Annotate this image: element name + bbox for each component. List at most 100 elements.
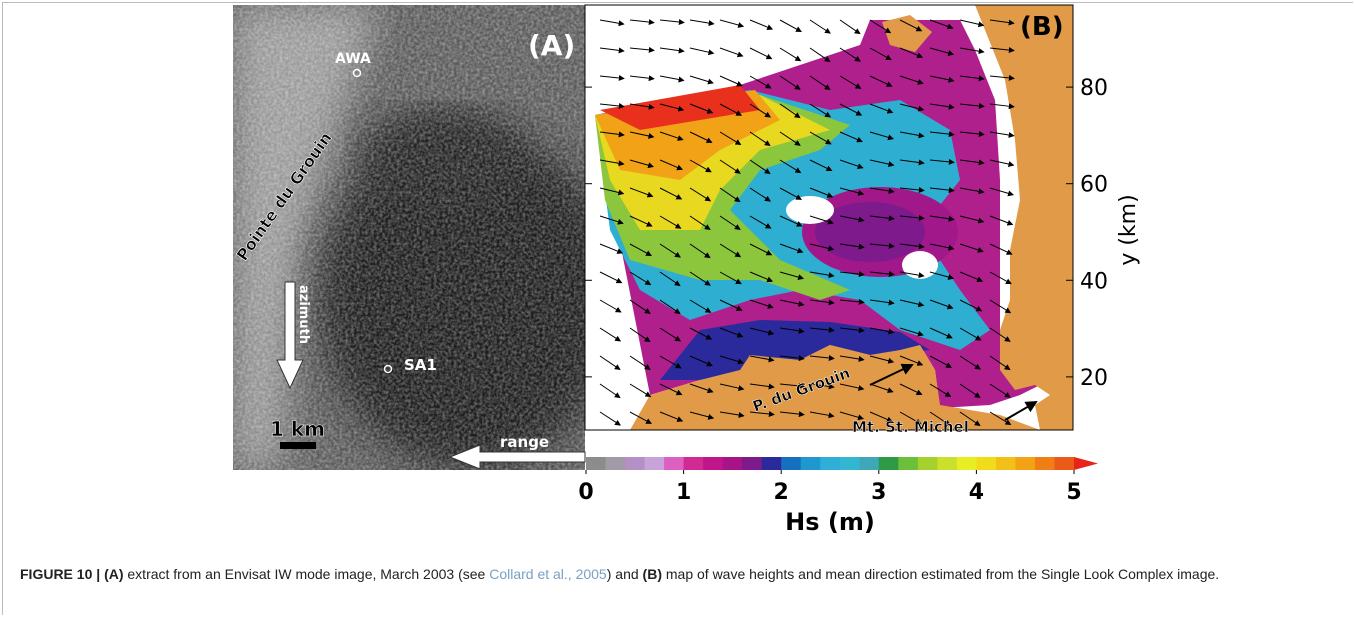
arrow	[929, 19, 954, 30]
arrow	[869, 355, 895, 364]
arrow	[629, 383, 652, 398]
arrow	[989, 131, 1015, 138]
arrow	[749, 215, 772, 229]
arrow	[899, 159, 925, 166]
panel-frame	[584, 4, 1074, 431]
arrow	[749, 187, 771, 202]
arrow	[689, 75, 714, 85]
arrow	[809, 271, 835, 279]
arrow	[899, 355, 924, 366]
colorbar-segment	[722, 457, 743, 470]
arrow	[959, 299, 983, 312]
arrow	[989, 355, 1011, 371]
arrow	[779, 159, 802, 174]
arrow	[869, 47, 892, 61]
caption-text: map of wave heights and mean direction e…	[661, 566, 1220, 582]
arrow	[959, 411, 981, 427]
arrow	[659, 327, 682, 342]
arrow	[899, 19, 923, 32]
arrow	[689, 131, 713, 143]
colorbar-segment	[917, 457, 938, 470]
arrow	[779, 271, 805, 281]
arrow	[689, 103, 714, 114]
arrow	[869, 187, 895, 194]
arrow	[659, 243, 681, 258]
colorbar-tick-label: 2	[774, 480, 789, 505]
arrow	[689, 159, 712, 173]
arrow	[629, 75, 655, 82]
arrow	[749, 383, 775, 390]
arrow	[959, 187, 985, 195]
arrow	[599, 355, 621, 371]
arrow	[959, 355, 982, 370]
arrow	[959, 102, 985, 109]
arrow	[689, 19, 715, 27]
arrow	[659, 19, 685, 26]
colorbar-label: Hs (m)	[785, 508, 875, 536]
arrow	[599, 74, 625, 81]
reference-link[interactable]: Collard et al., 2005	[489, 566, 607, 582]
arrow	[959, 243, 984, 253]
arrow	[599, 159, 625, 167]
colorbar-segment	[1015, 457, 1036, 470]
arrow	[809, 354, 835, 361]
arrow	[899, 47, 924, 59]
pointer-arrow	[869, 363, 914, 386]
arrow	[809, 187, 834, 198]
arrow	[959, 327, 982, 341]
y-tick-label: 60	[1080, 173, 1108, 198]
arrow	[899, 299, 925, 308]
colorbar-segment	[644, 457, 665, 470]
arrow	[959, 130, 985, 137]
arrow	[899, 327, 924, 337]
panel-label: (A)	[528, 29, 575, 62]
station-marker	[383, 364, 393, 374]
y-axis: 20 40 60 80	[585, 76, 1108, 391]
arrow	[839, 355, 865, 362]
arrow	[809, 243, 835, 252]
arrow	[779, 327, 805, 334]
caption-text: ) and	[606, 566, 643, 582]
arrow	[779, 382, 805, 389]
arrow	[719, 355, 744, 365]
arrow	[779, 47, 802, 62]
arrow	[779, 299, 805, 307]
colorbar-segment	[605, 457, 626, 470]
arrow	[839, 19, 861, 35]
arrow	[929, 243, 955, 251]
arrow	[719, 243, 742, 258]
station-label: SA1	[404, 356, 437, 374]
arrow	[779, 411, 805, 418]
arrow	[719, 215, 741, 230]
arrow	[989, 47, 1015, 54]
arrow	[869, 327, 895, 335]
arrow	[719, 159, 741, 174]
arrow	[809, 131, 832, 145]
arrow	[959, 75, 985, 82]
arrow	[869, 271, 895, 278]
colorbar-segment	[703, 457, 724, 470]
place-label: Mt. St. Michel	[852, 418, 969, 436]
arrow	[929, 103, 955, 110]
arrow	[629, 46, 655, 53]
arrow	[749, 47, 773, 60]
arrow	[599, 47, 625, 54]
colorbar-tick-label: 0	[578, 480, 593, 505]
arrow	[869, 383, 894, 393]
arrow	[749, 159, 771, 175]
figure-label: FIGURE 10 |	[20, 566, 101, 582]
colorbar-segment	[820, 457, 841, 470]
colorbar-tick-label: 5	[1066, 480, 1081, 505]
arrow	[599, 19, 625, 27]
arrow	[749, 355, 775, 363]
arrow	[749, 411, 775, 417]
arrow	[599, 243, 624, 254]
arrow	[899, 411, 922, 425]
arrow	[689, 187, 712, 202]
arrow	[629, 215, 653, 227]
arrow	[779, 19, 802, 33]
colorbar-tick-label: 1	[676, 480, 691, 505]
arrow	[599, 383, 621, 399]
arrow	[719, 19, 745, 28]
